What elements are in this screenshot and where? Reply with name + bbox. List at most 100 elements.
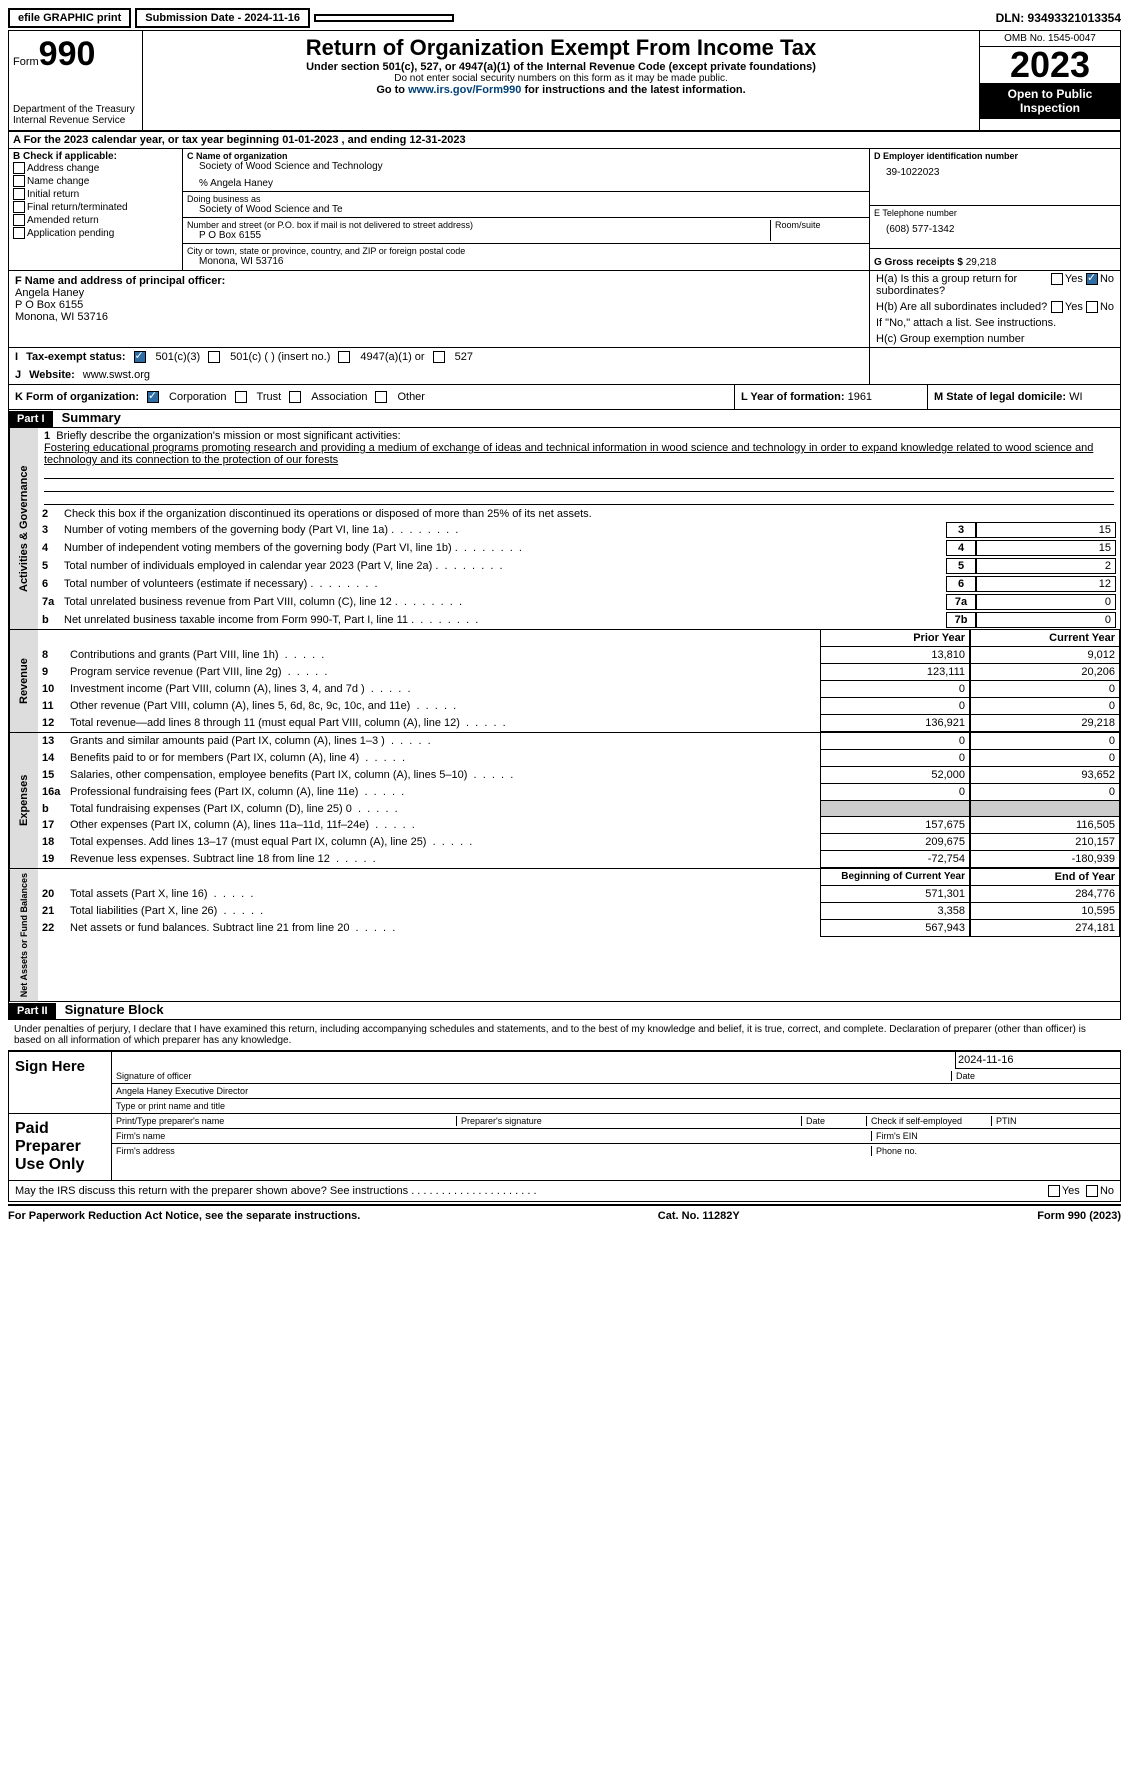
submission-btn: Submission Date - 2024-11-16: [135, 8, 310, 28]
officer-street: P O Box 6155: [15, 299, 863, 311]
cb-trust[interactable]: [235, 391, 247, 403]
b-title: B Check if applicable:: [13, 151, 178, 162]
taxex-lbl: Tax-exempt status:: [26, 351, 125, 363]
tax-year: 2023: [980, 47, 1120, 83]
net-assets-section: Net Assets or Fund Balances Beginning of…: [8, 869, 1121, 1002]
part2-title: Signature Block: [59, 1002, 164, 1017]
officer-city: Monona, WI 53716: [15, 311, 863, 323]
begin-year-hdr: Beginning of Current Year: [820, 869, 970, 886]
cb-527[interactable]: [433, 351, 445, 363]
dept: Department of the Treasury Internal Reve…: [13, 104, 138, 126]
prep-sig-lbl: Preparer's signature: [457, 1116, 802, 1126]
current-year-hdr: Current Year: [970, 630, 1120, 647]
mission-text: Fostering educational programs promoting…: [44, 442, 1093, 466]
firm-addr-lbl: Firm's address: [116, 1146, 872, 1156]
website-lbl: Website:: [29, 369, 75, 381]
cb-name-change[interactable]: Name change: [13, 175, 178, 188]
room-lbl: Room/suite: [775, 220, 865, 230]
gross-receipts: 29,218: [966, 257, 997, 268]
section-fh: F Name and address of principal officer:…: [8, 271, 1121, 348]
phone-lbl: E Telephone number: [874, 208, 1116, 218]
col-c: C Name of organization Society of Wood S…: [183, 149, 869, 270]
irs-link[interactable]: www.irs.gov/Form990: [408, 84, 521, 96]
care-of: % Angela Haney: [187, 178, 865, 189]
form-ref: Form 990 (2023): [1037, 1210, 1121, 1222]
q2-text: Check this box if the organization disco…: [64, 508, 592, 520]
form-header: Form990 Department of the Treasury Inter…: [8, 30, 1121, 132]
vtab-na: Net Assets or Fund Balances: [9, 869, 38, 1001]
vtab-rev: Revenue: [9, 630, 38, 732]
part1-label: Part I: [9, 411, 53, 427]
period-row: A For the 2023 calendar year, or tax yea…: [8, 132, 1121, 149]
cb-initial-return[interactable]: Initial return: [13, 188, 178, 201]
phone-lbl2: Phone no.: [872, 1146, 1116, 1156]
cb-corp[interactable]: [147, 391, 159, 403]
cb-amended[interactable]: Amended return: [13, 214, 178, 227]
part1-title: Summary: [56, 410, 121, 425]
subtitle: Under section 501(c), 527, or 4947(a)(1)…: [147, 61, 975, 73]
ha-text: H(a) Is this a group return for subordin…: [876, 273, 1051, 297]
revenue-section: Revenue Prior Year Current Year 8Contrib…: [8, 630, 1121, 733]
city-lbl: City or town, state or province, country…: [187, 246, 865, 256]
firm-name-lbl: Firm's name: [116, 1131, 872, 1141]
part1-header: Part I Summary: [8, 410, 1121, 428]
cb-address-change[interactable]: Address change: [13, 162, 178, 175]
org-name: Society of Wood Science and Technology: [187, 161, 865, 172]
cb-final-return[interactable]: Final return/terminated: [13, 201, 178, 214]
ein-lbl: D Employer identification number: [874, 151, 1116, 161]
form-word: Form: [13, 56, 39, 68]
k-lbl: K Form of organization:: [15, 391, 139, 403]
street-lbl: Number and street (or P.O. box if mail i…: [187, 220, 766, 230]
cb-discuss-no[interactable]: [1086, 1185, 1098, 1197]
m-lbl: M State of legal domicile:: [934, 391, 1066, 403]
blank-btn: [314, 14, 454, 22]
section-ij: I Tax-exempt status: 501(c)(3) 501(c) ( …: [8, 348, 1121, 385]
hb-row: H(b) Are all subordinates included? Yes …: [870, 299, 1120, 315]
prep-date-lbl: Date: [802, 1116, 867, 1126]
cb-discuss-yes[interactable]: [1048, 1185, 1060, 1197]
expenses-section: Expenses 13Grants and similar amounts pa…: [8, 733, 1121, 869]
part2-label: Part II: [9, 1003, 56, 1019]
officer-name-title: Angela Haney Executive Director: [112, 1084, 1120, 1099]
pra-notice: For Paperwork Reduction Act Notice, see …: [8, 1210, 360, 1222]
c-name-lbl: C Name of organization: [187, 151, 865, 161]
q1-label: Briefly describe the organization's miss…: [56, 430, 400, 442]
sig-date-val: 2024-11-16: [955, 1052, 1120, 1069]
discuss-text: May the IRS discuss this return with the…: [15, 1185, 537, 1197]
part2-header: Part II Signature Block: [8, 1002, 1121, 1020]
cb-4947[interactable]: [338, 351, 350, 363]
h-note: If "No," attach a list. See instructions…: [870, 315, 1120, 331]
prior-year-hdr: Prior Year: [820, 630, 970, 647]
l-lbl: L Year of formation:: [741, 391, 845, 403]
end-year-hdr: End of Year: [970, 869, 1120, 886]
street: P O Box 6155: [187, 230, 766, 241]
self-emp-lbl: Check if self-employed: [867, 1116, 992, 1126]
vtab-exp: Expenses: [9, 733, 38, 868]
cb-501c[interactable]: [208, 351, 220, 363]
top-bar: efile GRAPHIC print Submission Date - 20…: [8, 8, 1121, 28]
gross-lbl: G Gross receipts $: [874, 257, 963, 268]
efile-btn[interactable]: efile GRAPHIC print: [8, 8, 131, 28]
activities-governance: Activities & Governance 1 Briefly descri…: [8, 428, 1121, 630]
cb-assoc[interactable]: [289, 391, 301, 403]
col-d: D Employer identification number 39-1022…: [869, 149, 1120, 270]
cb-501c3[interactable]: [134, 351, 146, 363]
form-990: 990: [39, 35, 96, 73]
goto-link: Go to www.irs.gov/Form990 for instructio…: [147, 84, 975, 96]
dba: Society of Wood Science and Te: [187, 204, 865, 215]
ptin-lbl: PTIN: [992, 1116, 1116, 1126]
state-domicile: WI: [1069, 391, 1082, 403]
form-title: Return of Organization Exempt From Incom…: [147, 35, 975, 61]
vtab-ag: Activities & Governance: [9, 428, 38, 629]
sign-here: Sign Here: [9, 1052, 112, 1113]
section-bcd: B Check if applicable: Address change Na…: [8, 149, 1121, 271]
dln: DLN: 93493321013354: [996, 11, 1121, 25]
hb-text: H(b) Are all subordinates included?: [876, 301, 1051, 313]
public-inspection: Open to Public Inspection: [980, 83, 1120, 119]
f-lbl: F Name and address of principal officer:: [15, 275, 863, 287]
year-formation: 1961: [848, 391, 872, 403]
cb-other[interactable]: [375, 391, 387, 403]
col-b: B Check if applicable: Address change Na…: [9, 149, 183, 270]
cb-app-pending[interactable]: Application pending: [13, 227, 178, 240]
phone: (608) 577-1342: [874, 218, 1116, 235]
